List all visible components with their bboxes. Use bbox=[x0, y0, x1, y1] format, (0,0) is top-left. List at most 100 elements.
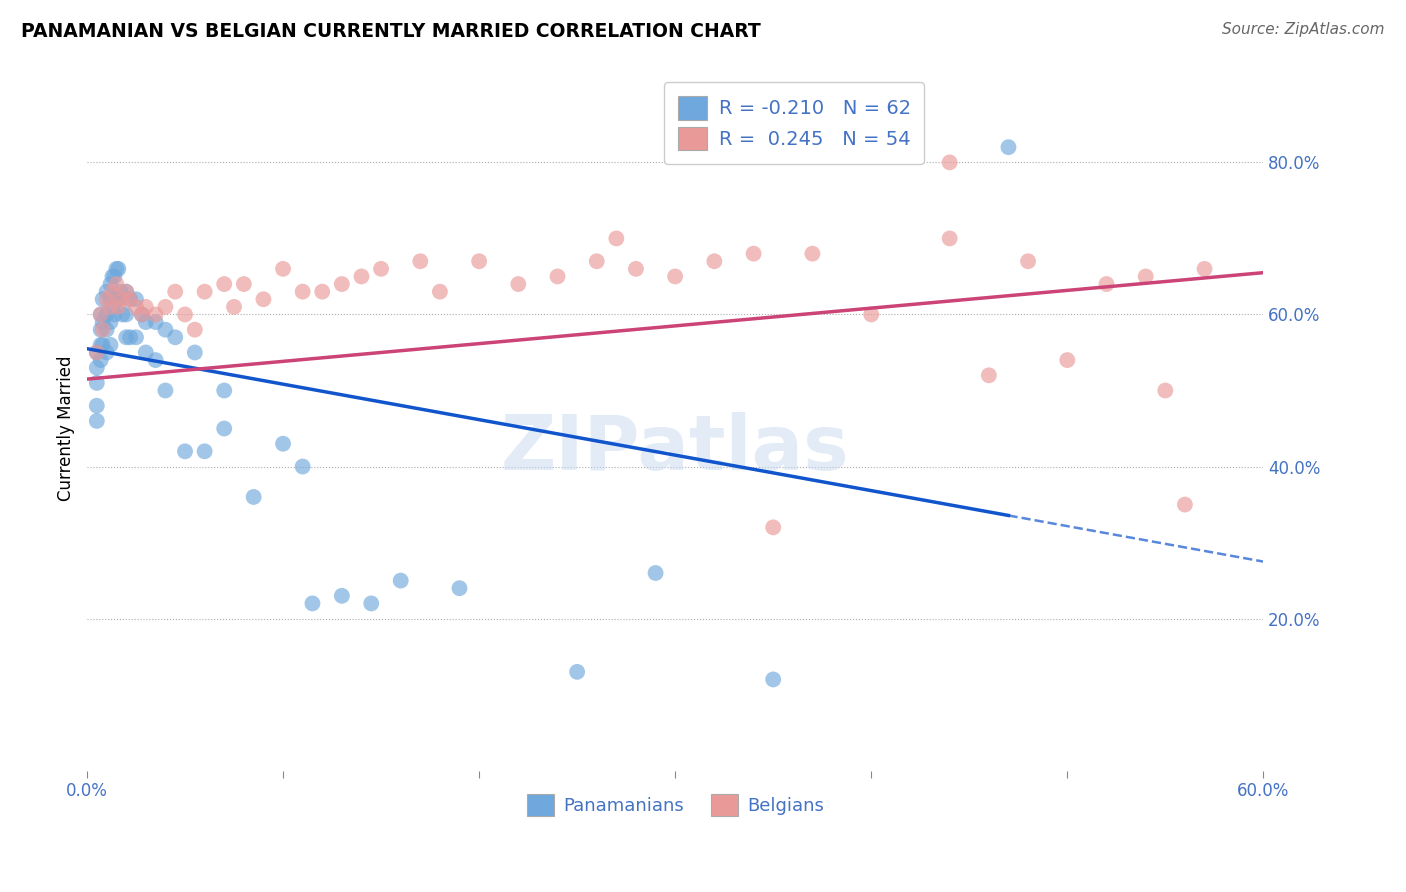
Point bbox=[1056, 353, 1078, 368]
Point bbox=[91, 315, 114, 329]
Legend: Panamanians, Belgians: Panamanians, Belgians bbox=[519, 787, 831, 823]
Point bbox=[103, 308, 125, 322]
Text: Source: ZipAtlas.com: Source: ZipAtlas.com bbox=[1222, 22, 1385, 37]
Point bbox=[212, 277, 235, 291]
Point bbox=[103, 269, 125, 284]
Point bbox=[100, 277, 122, 291]
Point bbox=[86, 414, 108, 428]
Point bbox=[165, 285, 187, 299]
Point bbox=[212, 421, 235, 435]
Point bbox=[100, 292, 122, 306]
Point bbox=[547, 269, 569, 284]
Point bbox=[125, 330, 148, 344]
Point bbox=[120, 292, 142, 306]
Point bbox=[86, 399, 108, 413]
Point bbox=[174, 444, 197, 458]
Point bbox=[111, 292, 134, 306]
Point bbox=[115, 285, 138, 299]
Point bbox=[145, 353, 167, 368]
Point bbox=[110, 285, 132, 299]
Point bbox=[174, 308, 197, 322]
Point bbox=[86, 345, 108, 359]
Point bbox=[184, 345, 207, 359]
Point bbox=[350, 269, 373, 284]
Point bbox=[105, 292, 128, 306]
Point bbox=[311, 285, 333, 299]
Point bbox=[212, 384, 235, 398]
Point bbox=[86, 376, 108, 390]
Point bbox=[291, 285, 314, 299]
Point bbox=[801, 246, 824, 260]
Point bbox=[222, 300, 245, 314]
Point bbox=[1154, 384, 1177, 398]
Point bbox=[194, 285, 217, 299]
Point bbox=[389, 574, 412, 588]
Point bbox=[271, 436, 294, 450]
Point bbox=[107, 300, 129, 314]
Point bbox=[194, 444, 217, 458]
Point bbox=[91, 338, 114, 352]
Point bbox=[860, 308, 883, 322]
Point bbox=[252, 292, 274, 306]
Point bbox=[90, 308, 112, 322]
Point bbox=[145, 308, 167, 322]
Point bbox=[111, 308, 134, 322]
Point bbox=[762, 520, 785, 534]
Point bbox=[449, 581, 471, 595]
Point bbox=[409, 254, 432, 268]
Point bbox=[429, 285, 451, 299]
Point bbox=[242, 490, 264, 504]
Point bbox=[232, 277, 254, 291]
Point bbox=[330, 589, 353, 603]
Point bbox=[100, 300, 122, 314]
Point bbox=[90, 308, 112, 322]
Point bbox=[605, 231, 627, 245]
Point bbox=[96, 345, 118, 359]
Text: ZIPatlas: ZIPatlas bbox=[501, 412, 849, 486]
Point bbox=[107, 261, 129, 276]
Point bbox=[96, 292, 118, 306]
Point bbox=[742, 246, 765, 260]
Point bbox=[565, 665, 588, 679]
Point bbox=[1194, 261, 1216, 276]
Point bbox=[145, 315, 167, 329]
Point bbox=[115, 285, 138, 299]
Point bbox=[370, 261, 392, 276]
Text: PANAMANIAN VS BELGIAN CURRENTLY MARRIED CORRELATION CHART: PANAMANIAN VS BELGIAN CURRENTLY MARRIED … bbox=[21, 22, 761, 41]
Point bbox=[101, 300, 124, 314]
Point bbox=[360, 596, 382, 610]
Point bbox=[135, 345, 157, 359]
Point bbox=[115, 330, 138, 344]
Point bbox=[997, 140, 1019, 154]
Point bbox=[762, 673, 785, 687]
Point bbox=[184, 323, 207, 337]
Point bbox=[125, 292, 148, 306]
Point bbox=[330, 277, 353, 291]
Point bbox=[271, 261, 294, 276]
Point bbox=[301, 596, 323, 610]
Point bbox=[703, 254, 725, 268]
Point bbox=[90, 338, 112, 352]
Point bbox=[624, 261, 647, 276]
Point bbox=[91, 323, 114, 337]
Point bbox=[644, 566, 666, 580]
Point bbox=[135, 300, 157, 314]
Point bbox=[105, 277, 128, 291]
Point bbox=[115, 308, 138, 322]
Point bbox=[86, 345, 108, 359]
Point bbox=[155, 300, 177, 314]
Point bbox=[131, 308, 153, 322]
Point bbox=[938, 231, 960, 245]
Point bbox=[90, 323, 112, 337]
Point bbox=[291, 459, 314, 474]
Point bbox=[96, 308, 118, 322]
Point bbox=[100, 315, 122, 329]
Point bbox=[125, 300, 148, 314]
Point bbox=[107, 292, 129, 306]
Point bbox=[468, 254, 491, 268]
Point bbox=[585, 254, 607, 268]
Point bbox=[1017, 254, 1039, 268]
Point bbox=[155, 384, 177, 398]
Point bbox=[96, 323, 118, 337]
Point bbox=[96, 285, 118, 299]
